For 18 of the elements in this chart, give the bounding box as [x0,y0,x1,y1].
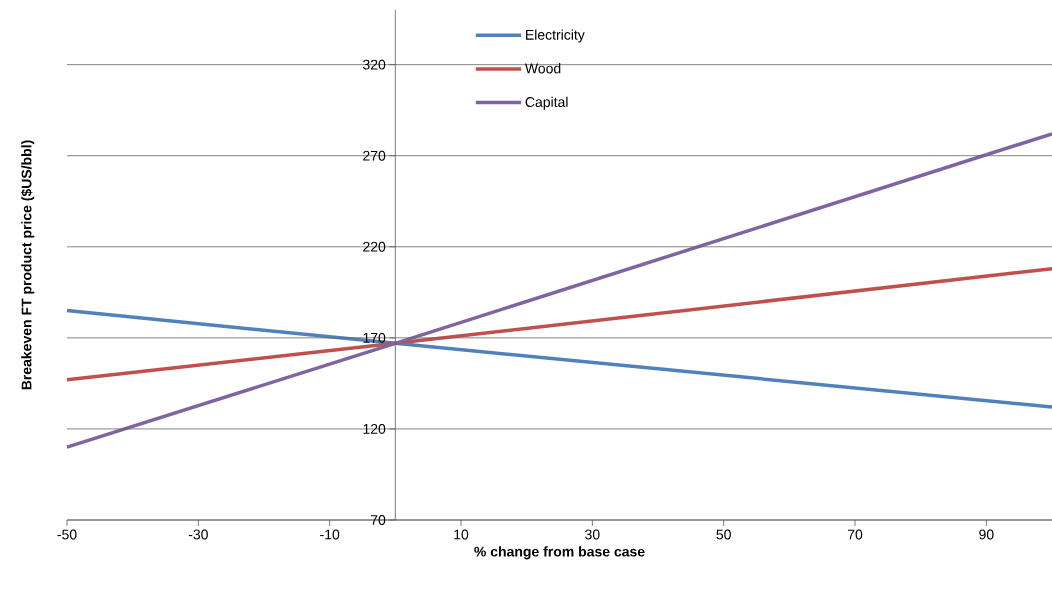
legend-label: Electricity [526,29,585,43]
y-tick-label: 320 [362,59,386,70]
x-tick-label: 70 [847,529,863,540]
x-tick-label: -50 [57,529,77,540]
y-tick-label: 220 [363,241,386,252]
y-tick-label: 270 [363,150,386,161]
x-tick-label: 30 [585,529,600,540]
legend-label: Capital [525,96,568,110]
x-tick-label: -10 [320,529,340,540]
y-tick-label: 120 [363,423,386,434]
x-tick-label: 10 [454,529,469,540]
y-tick-label: 70 [370,515,386,525]
y-axis-title: Breakeven FT product price ($US/bbl) [20,140,35,390]
x-tick-label: 50 [716,529,731,540]
x-tick-label: 90 [979,529,994,540]
legend-label: Wood [524,63,561,74]
x-axis-title: % change from base case [474,546,645,560]
x-tick-label: -30 [188,529,208,540]
